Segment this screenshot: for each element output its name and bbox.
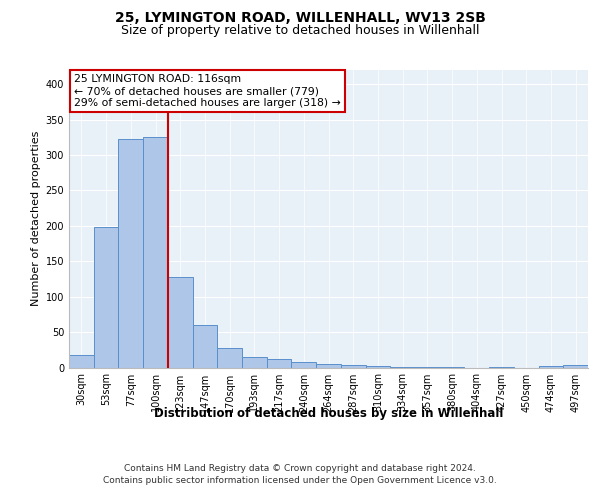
Bar [242,357,267,368]
Bar [489,367,514,368]
Bar [316,364,341,368]
Text: Contains public sector information licensed under the Open Government Licence v3: Contains public sector information licen… [103,476,497,485]
Bar [292,362,316,368]
Bar [168,277,193,368]
Bar [193,325,217,368]
Bar [143,138,168,368]
Bar [341,366,365,368]
Bar [539,366,563,368]
Bar [267,359,292,368]
Y-axis label: Number of detached properties: Number of detached properties [31,131,41,306]
Bar [217,348,242,368]
Text: 25 LYMINGTON ROAD: 116sqm
← 70% of detached houses are smaller (779)
29% of semi: 25 LYMINGTON ROAD: 116sqm ← 70% of detac… [74,74,341,108]
Bar [390,367,415,368]
Text: 25, LYMINGTON ROAD, WILLENHALL, WV13 2SB: 25, LYMINGTON ROAD, WILLENHALL, WV13 2SB [115,11,485,25]
Bar [69,356,94,368]
Text: Contains HM Land Registry data © Crown copyright and database right 2024.: Contains HM Land Registry data © Crown c… [124,464,476,473]
Bar [365,366,390,368]
Bar [440,367,464,368]
Text: Distribution of detached houses by size in Willenhall: Distribution of detached houses by size … [154,408,503,420]
Text: Size of property relative to detached houses in Willenhall: Size of property relative to detached ho… [121,24,479,37]
Bar [415,367,440,368]
Bar [563,366,588,368]
Bar [118,140,143,368]
Bar [94,227,118,368]
